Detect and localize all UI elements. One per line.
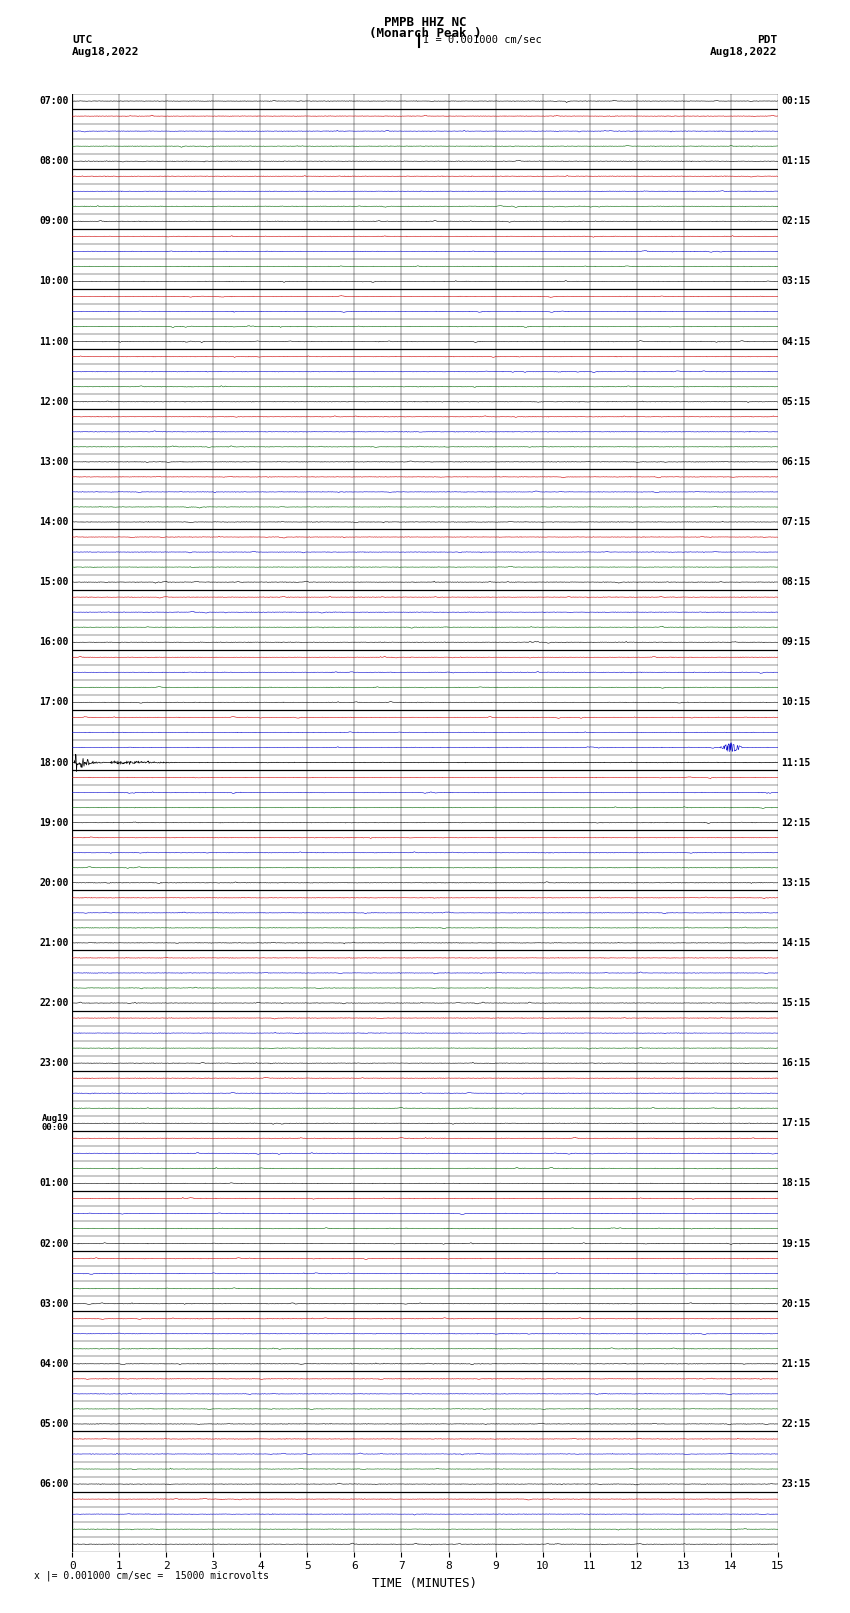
Text: 11:00: 11:00 [39,337,69,347]
Text: 09:15: 09:15 [781,637,811,647]
Text: 08:15: 08:15 [781,577,811,587]
Text: 05:15: 05:15 [781,397,811,406]
Text: 15:00: 15:00 [39,577,69,587]
Text: 06:15: 06:15 [781,456,811,466]
Text: 07:00: 07:00 [39,97,69,106]
Text: 21:15: 21:15 [781,1358,811,1369]
Text: 05:00: 05:00 [39,1419,69,1429]
Text: I = 0.001000 cm/sec: I = 0.001000 cm/sec [423,35,542,45]
Text: 15:15: 15:15 [781,998,811,1008]
Text: 00:15: 00:15 [781,97,811,106]
Text: 10:15: 10:15 [781,697,811,708]
Text: 03:00: 03:00 [39,1298,69,1308]
Text: PDT
Aug18,2022: PDT Aug18,2022 [711,35,778,56]
Text: 20:15: 20:15 [781,1298,811,1308]
Text: PMPB HHZ NC: PMPB HHZ NC [383,16,467,29]
Text: 12:15: 12:15 [781,818,811,827]
Text: 16:15: 16:15 [781,1058,811,1068]
Text: 04:15: 04:15 [781,337,811,347]
Text: 17:00: 17:00 [39,697,69,708]
Text: 01:00: 01:00 [39,1179,69,1189]
Text: 18:15: 18:15 [781,1179,811,1189]
Text: 14:15: 14:15 [781,937,811,948]
Text: 04:00: 04:00 [39,1358,69,1369]
Text: 01:15: 01:15 [781,156,811,166]
Text: 14:00: 14:00 [39,518,69,527]
Text: 13:00: 13:00 [39,456,69,466]
Text: UTC
Aug18,2022: UTC Aug18,2022 [72,35,139,56]
Text: 10:00: 10:00 [39,276,69,287]
Text: 23:15: 23:15 [781,1479,811,1489]
Text: 19:00: 19:00 [39,818,69,827]
Text: 00:00: 00:00 [42,1123,69,1132]
Text: 13:15: 13:15 [781,877,811,887]
Text: 22:00: 22:00 [39,998,69,1008]
Text: 08:00: 08:00 [39,156,69,166]
Text: 19:15: 19:15 [781,1239,811,1248]
Text: 21:00: 21:00 [39,937,69,948]
Text: 23:00: 23:00 [39,1058,69,1068]
Text: 20:00: 20:00 [39,877,69,887]
Text: 16:00: 16:00 [39,637,69,647]
Text: 06:00: 06:00 [39,1479,69,1489]
Text: 22:15: 22:15 [781,1419,811,1429]
Text: x |= 0.001000 cm/sec =  15000 microvolts: x |= 0.001000 cm/sec = 15000 microvolts [34,1569,269,1581]
Text: 17:15: 17:15 [781,1118,811,1127]
Text: 07:15: 07:15 [781,518,811,527]
Text: 12:00: 12:00 [39,397,69,406]
Text: (Monarch Peak ): (Monarch Peak ) [369,27,481,40]
X-axis label: TIME (MINUTES): TIME (MINUTES) [372,1578,478,1590]
Text: 18:00: 18:00 [39,758,69,768]
Text: 03:15: 03:15 [781,276,811,287]
Text: 11:15: 11:15 [781,758,811,768]
Text: 09:00: 09:00 [39,216,69,226]
Text: 02:15: 02:15 [781,216,811,226]
Text: Aug19: Aug19 [42,1115,69,1123]
Text: 02:00: 02:00 [39,1239,69,1248]
